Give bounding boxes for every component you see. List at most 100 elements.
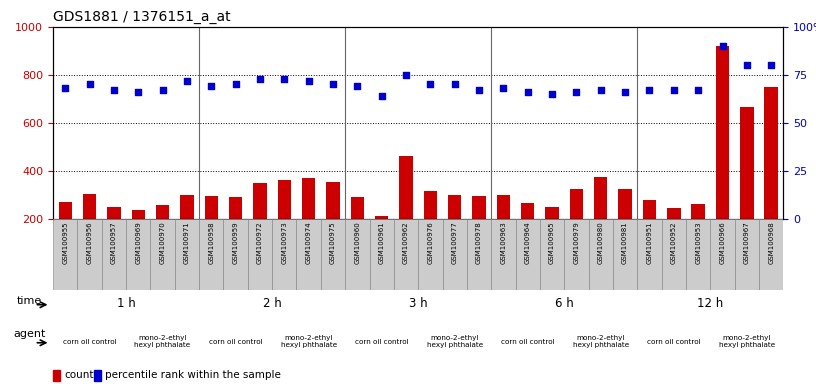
Text: GSM100964: GSM100964 [525,221,530,264]
Text: time: time [16,296,42,306]
Point [205,83,218,89]
Text: 6 h: 6 h [555,297,574,310]
Bar [321,219,345,290]
Bar [516,219,540,290]
Point [643,87,656,93]
Point [472,87,486,93]
Bar [594,177,607,267]
Text: GSM100980: GSM100980 [598,221,604,264]
Bar [345,219,370,290]
Point [277,76,290,82]
Text: GSM100969: GSM100969 [135,221,141,264]
Text: GSM100974: GSM100974 [306,221,312,264]
Text: GSM100957: GSM100957 [111,221,117,264]
Bar [716,46,730,267]
Text: GSM100972: GSM100972 [257,221,263,264]
Text: GDS1881 / 1376151_a_at: GDS1881 / 1376151_a_at [53,10,231,23]
Text: GSM100965: GSM100965 [549,221,555,264]
Text: mono-2-ethyl
hexyl phthalate: mono-2-ethyl hexyl phthalate [427,335,483,348]
Point [302,78,315,84]
Point [400,72,413,78]
Text: corn oil control: corn oil control [63,339,117,345]
Text: 3 h: 3 h [409,297,428,310]
Bar [351,197,364,267]
Bar [296,219,321,290]
Point [667,87,681,93]
Bar [131,210,145,267]
Text: 1 h: 1 h [117,297,135,310]
Bar [53,370,60,381]
Text: GSM100975: GSM100975 [330,221,336,264]
Bar [102,219,126,290]
Bar [248,219,273,290]
Text: GSM100971: GSM100971 [184,221,190,264]
Bar [78,219,102,290]
Text: GSM100958: GSM100958 [208,221,215,264]
Text: corn oil control: corn oil control [209,339,263,345]
Bar [126,219,150,290]
Text: GSM100962: GSM100962 [403,221,409,264]
Point [131,89,144,95]
Bar [83,194,96,267]
Bar [175,219,199,290]
Bar [59,202,72,267]
Point [570,89,583,95]
Bar [277,180,291,267]
Bar [375,217,388,267]
Text: mono-2-ethyl
hexyl phthalate: mono-2-ethyl hexyl phthalate [719,335,775,348]
Bar [667,208,681,267]
Text: GSM100978: GSM100978 [476,221,482,264]
Text: GSM100955: GSM100955 [62,221,69,263]
Text: corn oil control: corn oil control [647,339,701,345]
Point [156,87,169,93]
Bar [273,219,296,290]
Bar [565,219,588,290]
Bar [326,182,339,267]
Point [326,81,339,88]
Bar [150,219,175,290]
Bar [442,219,467,290]
Bar [370,219,394,290]
Bar [448,195,461,267]
Text: mono-2-ethyl
hexyl phthalate: mono-2-ethyl hexyl phthalate [135,335,191,348]
Bar [424,191,437,267]
Point [448,81,461,88]
Bar [418,219,442,290]
Point [497,85,510,91]
Bar [759,219,783,290]
Text: GSM100961: GSM100961 [379,221,384,264]
Bar [637,219,662,290]
Bar [53,219,78,290]
Text: GSM100956: GSM100956 [86,221,92,264]
Point [229,81,242,88]
Text: corn oil control: corn oil control [501,339,555,345]
Bar [619,189,632,267]
Bar [662,219,686,290]
Point [424,81,437,88]
Point [594,87,607,93]
Bar [94,370,101,381]
Bar [394,219,418,290]
Bar [613,219,637,290]
Text: GSM100968: GSM100968 [768,221,774,264]
Bar [253,183,267,267]
Point [351,83,364,89]
Bar [570,189,583,267]
Bar [710,219,734,290]
Bar [180,195,193,267]
Text: GSM100953: GSM100953 [695,221,701,264]
Bar [588,219,613,290]
Point [375,93,388,99]
Text: 2 h: 2 h [263,297,282,310]
Point [546,91,559,97]
Text: agent: agent [13,329,46,339]
Bar [399,157,413,267]
Bar [491,219,516,290]
Bar [199,219,224,290]
Bar [302,178,315,267]
Text: corn oil control: corn oil control [355,339,409,345]
Point [108,87,121,93]
Bar [643,200,656,267]
Bar [734,219,759,290]
Bar [156,205,169,267]
